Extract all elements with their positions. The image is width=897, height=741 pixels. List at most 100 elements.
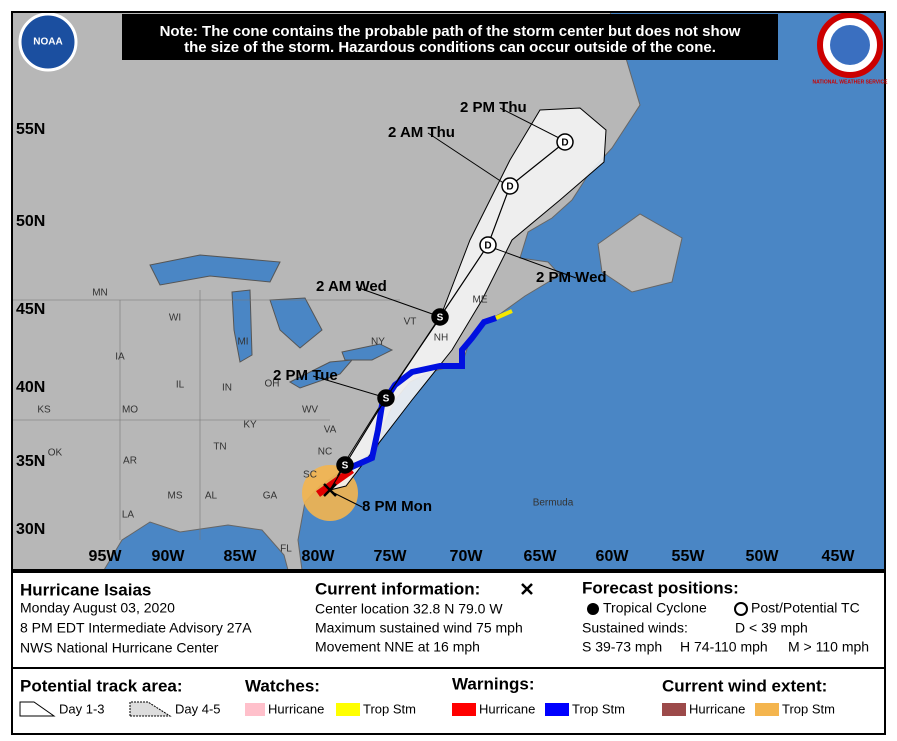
swatch [452, 703, 476, 716]
marker-letter: S [383, 394, 390, 405]
state-label: MI [237, 337, 248, 348]
logo-text: NATIONAL WEATHER SERVICE [813, 79, 889, 85]
swatch [755, 703, 779, 716]
legend-item: Hurricane [268, 701, 324, 716]
state-label: NY [371, 337, 385, 348]
legend-item: Trop Stm [363, 701, 416, 716]
state-label: TN [213, 442, 226, 453]
center: NWS National Hurricane Center [20, 640, 219, 656]
position-marker [431, 308, 449, 326]
current-line: Center location 32.8 N 79.0 W [315, 601, 503, 617]
tc-label: Tropical Cyclone [603, 600, 707, 616]
state-label: VA [324, 425, 337, 436]
wind-category: D < 39 mph [735, 620, 808, 636]
leader-line [487, 245, 577, 279]
forecast-time: 2 AM Thu [388, 124, 455, 141]
position-marker [336, 456, 354, 474]
lat-label: 55N [16, 121, 45, 138]
borders [12, 290, 400, 540]
tc-icon [587, 603, 599, 615]
state-label: NH [434, 333, 448, 344]
current-icon [521, 583, 533, 595]
panel-frame [11, 571, 886, 735]
state-label: AR [123, 456, 137, 467]
marker-letter: D [561, 138, 568, 149]
ts-warning [343, 315, 497, 473]
state-label: KS [37, 405, 51, 416]
state-label: OK [48, 448, 63, 459]
note-line: the size of the storm. Hazardous conditi… [184, 39, 716, 56]
legend-title: Current wind extent: [662, 676, 827, 695]
marker-letter: D [484, 241, 491, 252]
note-line: Note: The cone contains the probable pat… [160, 23, 741, 40]
forecast-time: 2 AM Wed [316, 278, 387, 295]
state-label: IL [176, 380, 185, 391]
lat-label: 30N [16, 521, 45, 538]
noaa-logo [18, 12, 78, 72]
position-marker [377, 389, 395, 407]
day13-icon [19, 701, 56, 717]
lat-label: 50N [16, 213, 45, 230]
lake [341, 343, 394, 361]
legend-title: Watches: [245, 676, 320, 695]
position-marker [501, 177, 519, 195]
current-title: Current information: [315, 579, 480, 598]
note-box [122, 14, 778, 60]
lat-label: 35N [16, 453, 45, 470]
lat-label: 45N [16, 301, 45, 318]
marker-letter: S [437, 313, 444, 324]
ptc-label: Post/Potential TC [751, 600, 860, 616]
leader-line [312, 375, 381, 397]
state-label: KY [243, 420, 257, 431]
legend-item: Hurricane [479, 701, 535, 716]
current-position [323, 483, 337, 497]
legend-title: Potential track area: [20, 676, 183, 695]
state-label: WI [169, 313, 181, 324]
legend-title: Warnings: [452, 674, 534, 693]
state-label: LA [122, 510, 135, 521]
forecast-title: Forecast positions: [582, 578, 739, 597]
state-label: SC [303, 470, 317, 481]
leader-line [331, 491, 363, 508]
leader-line [499, 107, 564, 141]
state-label: IA [115, 352, 125, 363]
state-label: AL [205, 491, 218, 502]
leader-line [427, 132, 509, 187]
swatch [336, 703, 360, 716]
map [11, 11, 886, 571]
lon-label: 80W [302, 548, 336, 565]
state-label: GA [263, 491, 278, 502]
lon-label: 85W [224, 548, 258, 565]
lon-label: 75W [374, 548, 408, 565]
state-label: ME [473, 295, 488, 306]
lake [149, 254, 281, 286]
legend-item: Trop Stm [572, 701, 625, 716]
lon-label: 90W [152, 548, 186, 565]
forecast-time: 2 PM Tue [273, 367, 338, 384]
wind-category: M > 110 mph [788, 639, 869, 655]
swatch [662, 703, 686, 716]
lon-label: 50W [746, 548, 780, 565]
lake [269, 297, 323, 349]
state-label: OH [265, 379, 280, 390]
forecast-time: 2 PM Thu [460, 99, 527, 116]
lon-label: 65W [524, 548, 558, 565]
marker-letter: D [506, 182, 513, 193]
state-label: NC [318, 447, 332, 458]
nws-logo-inner [830, 25, 870, 65]
current-line: Maximum sustained wind 75 mph [315, 620, 523, 636]
ts-watch [495, 309, 513, 320]
legend-item: Trop Stm [782, 701, 835, 716]
map-frame [11, 11, 886, 571]
newfoundland [597, 213, 683, 293]
current-line: Movement NNE at 16 mph [315, 639, 480, 655]
marker-letter: S [342, 461, 349, 472]
lon-label: 45W [822, 548, 856, 565]
position-marker [479, 236, 497, 254]
winds-label: Sustained winds: [582, 620, 688, 636]
storm-name: Hurricane Isaias [20, 580, 151, 599]
lake [288, 359, 354, 389]
state-label: MS [168, 491, 183, 502]
lon-label: 95W [89, 548, 123, 565]
